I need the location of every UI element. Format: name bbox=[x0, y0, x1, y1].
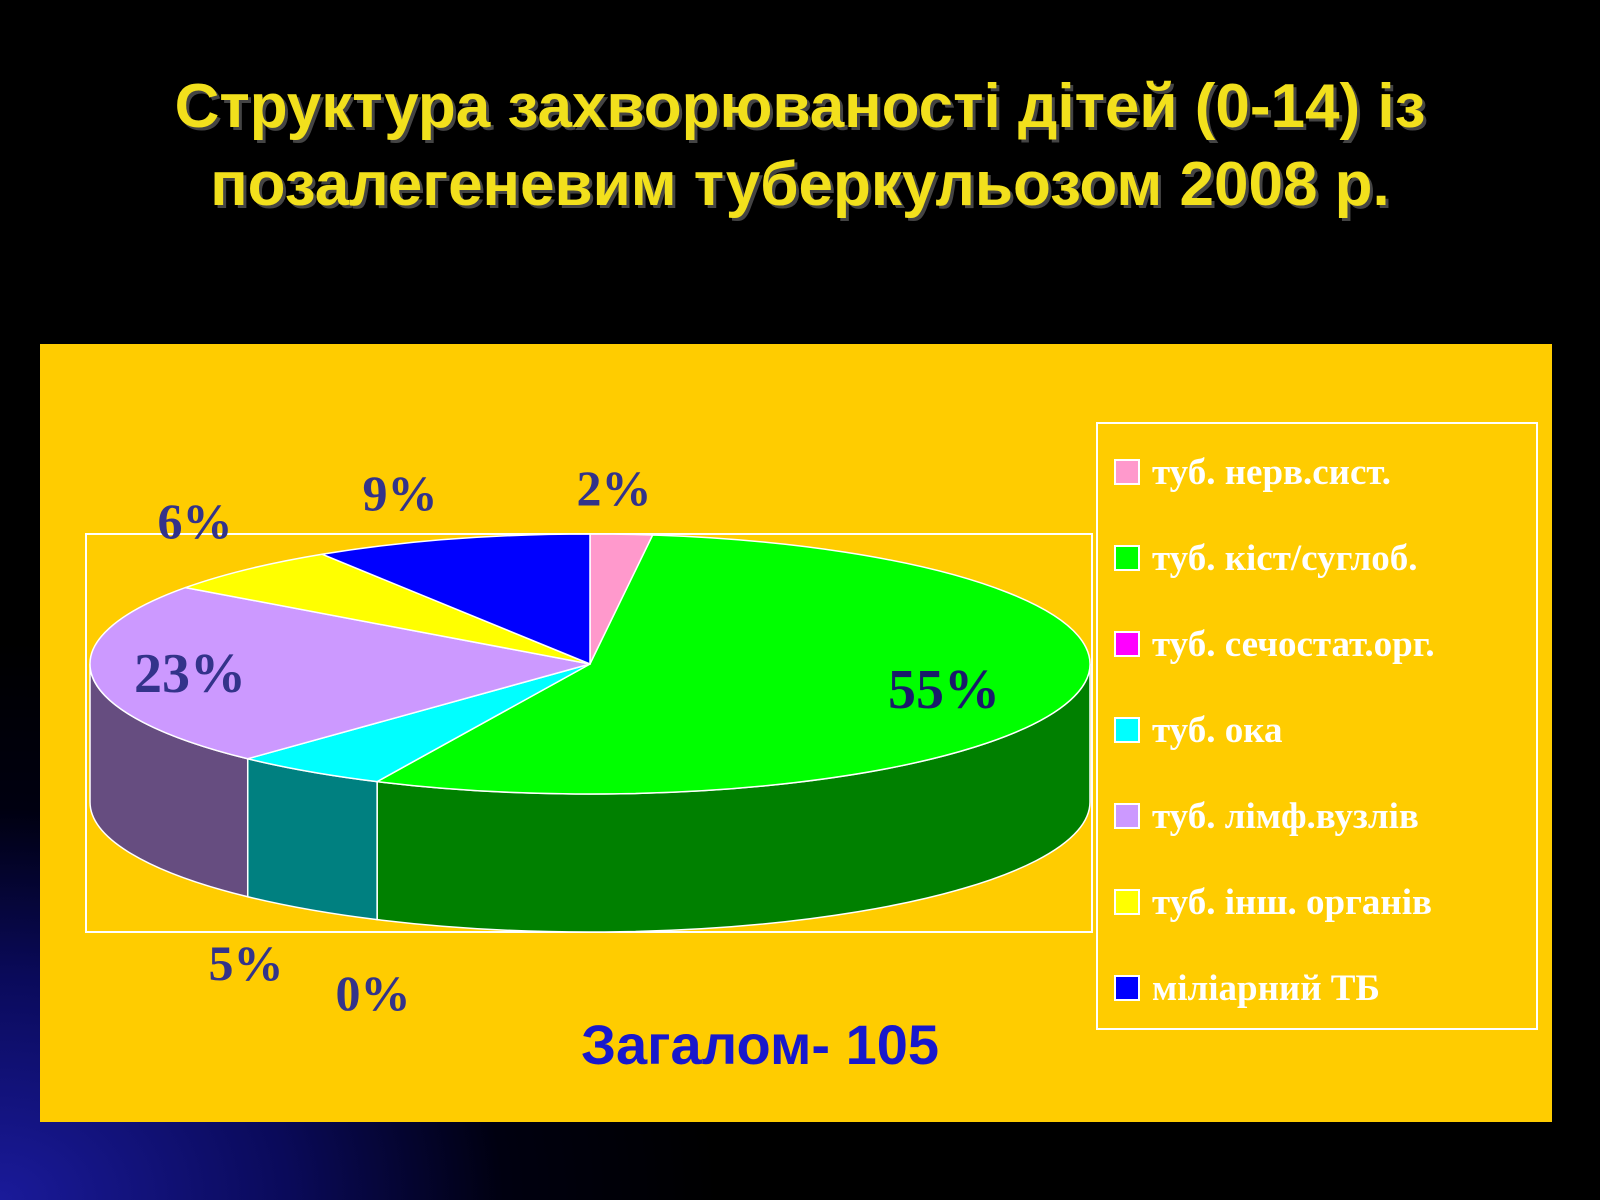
data-label-6: 6% bbox=[158, 493, 233, 549]
legend-swatch-5 bbox=[1114, 803, 1140, 829]
slide-title-line-2: позалегеневим туберкульозом 2008 р. bbox=[210, 150, 1390, 219]
pie-slice-5 bbox=[89, 586, 591, 760]
pie-slice-4 bbox=[246, 663, 591, 783]
total-label: Загалом- 105 bbox=[580, 1013, 940, 1076]
legend-swatch-3 bbox=[1114, 631, 1140, 657]
legend-label-5: туб. лімф.вузлів bbox=[1152, 795, 1419, 837]
legend-item-6: туб. інш. органів bbox=[1114, 881, 1432, 923]
legend-label-1: туб. нерв.сист. bbox=[1152, 451, 1392, 493]
legend-label-4: туб. ока bbox=[1152, 709, 1283, 751]
slide-title: Структура захворюваності дітей (0-14) із… bbox=[0, 68, 1600, 224]
pie-slice-7 bbox=[321, 533, 591, 665]
pie-slice-6 bbox=[184, 553, 591, 665]
data-label-5: 23% bbox=[134, 643, 246, 705]
legend-item-4: туб. ока bbox=[1114, 709, 1283, 751]
legend-swatch-2 bbox=[1114, 545, 1140, 571]
data-label-2: 55% bbox=[888, 659, 1000, 721]
legend-item-5: туб. лімф.вузлів bbox=[1114, 795, 1419, 837]
data-label-4: 5% bbox=[209, 935, 284, 991]
pie-side-4 bbox=[246, 757, 378, 921]
chart-legend: туб. нерв.сист. туб. кіст/суглоб. туб. сеч… bbox=[1096, 422, 1538, 1030]
data-label-3: 0% bbox=[336, 965, 411, 1021]
pie-slice-2 bbox=[376, 534, 1091, 795]
legend-swatch-6 bbox=[1114, 889, 1140, 915]
legend-label-6: туб. інш. органів bbox=[1152, 881, 1432, 923]
legend-item-1: туб. нерв.сист. bbox=[1114, 451, 1392, 493]
slide-title-line-1: Структура захворюваності дітей (0-14) із bbox=[174, 72, 1426, 141]
legend-label-7: міліарний ТБ bbox=[1152, 967, 1380, 1009]
legend-swatch-1 bbox=[1114, 459, 1140, 485]
legend-swatch-4 bbox=[1114, 717, 1140, 743]
legend-swatch-7 bbox=[1114, 975, 1140, 1001]
data-label-7: 9% bbox=[363, 465, 438, 521]
data-label-1: 2% bbox=[577, 460, 652, 516]
legend-item-7: міліарний ТБ bbox=[1114, 967, 1380, 1009]
legend-item-2: туб. кіст/суглоб. bbox=[1114, 537, 1418, 579]
legend-item-3: туб. сечостат.орг. bbox=[1114, 623, 1435, 665]
legend-label-3: туб. сечостат.орг. bbox=[1152, 623, 1435, 665]
legend-label-2: туб. кіст/суглоб. bbox=[1152, 537, 1418, 579]
